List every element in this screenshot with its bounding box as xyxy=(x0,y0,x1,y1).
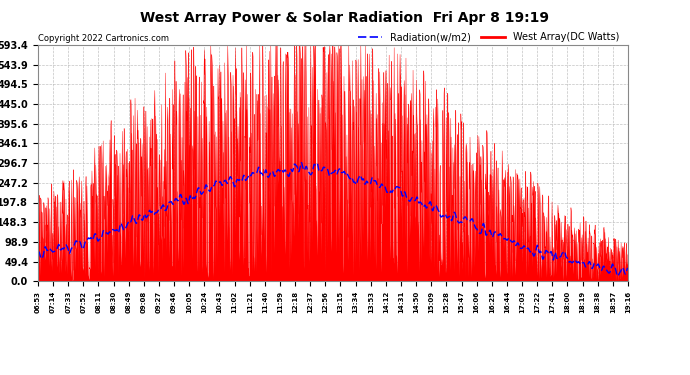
Text: Copyright 2022 Cartronics.com: Copyright 2022 Cartronics.com xyxy=(38,34,169,44)
Text: West Array Power & Solar Radiation  Fri Apr 8 19:19: West Array Power & Solar Radiation Fri A… xyxy=(141,11,549,25)
Legend: Radiation(w/m2), West Array(DC Watts): Radiation(w/m2), West Array(DC Watts) xyxy=(354,28,623,46)
